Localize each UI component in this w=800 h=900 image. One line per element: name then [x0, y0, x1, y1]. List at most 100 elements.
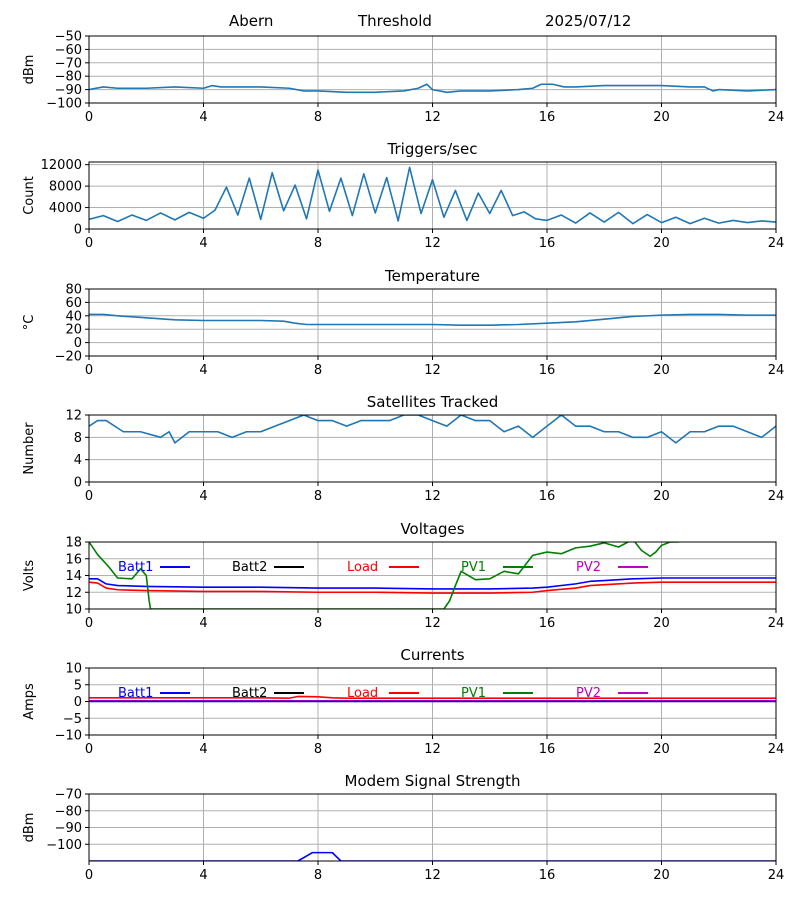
- y-tick-label: 10: [65, 603, 82, 618]
- x-tick-label: 4: [199, 110, 207, 125]
- panel-title: Modem Signal Strength: [345, 772, 521, 790]
- legend-label: PV2: [576, 560, 601, 575]
- y-tick-label: 0: [74, 336, 82, 351]
- x-tick-label: 0: [85, 110, 93, 125]
- x-tick-label: 12: [424, 110, 441, 125]
- x-tick-label: 12: [424, 363, 441, 378]
- legend-item-batt2: Batt2: [232, 686, 304, 701]
- panel-satellites: 0 4 8 12 16 20 24 0 4 8 12 Satellites Tracked Number: [22, 393, 784, 504]
- legend-item-load: Load: [347, 560, 419, 575]
- x-tick-label: 12: [424, 868, 441, 883]
- x-tick-label: 20: [653, 363, 670, 378]
- series-line-satellites: [89, 415, 776, 444]
- y-tick-label: 10: [65, 662, 82, 677]
- legend-label: Load: [347, 686, 378, 701]
- legend-item-batt1: Batt1: [118, 560, 190, 575]
- y-tick-label: 20: [65, 323, 82, 338]
- y-tick-label: 18: [65, 536, 82, 551]
- legend-label: PV2: [576, 686, 601, 701]
- y-axis-label: Number: [22, 422, 37, 475]
- y-tick-label: 0: [74, 695, 82, 710]
- x-tick-label: 0: [85, 363, 93, 378]
- legend-label: Batt2: [232, 560, 267, 575]
- x-tick-label: 4: [199, 489, 207, 504]
- y-tick-label: −70: [55, 788, 82, 803]
- legend-label: PV1: [461, 686, 486, 701]
- panel-title: Satellites Tracked: [367, 393, 498, 411]
- chart-header: Abern Threshold 2025/07/12: [0, 12, 800, 32]
- series-line-batt1: [89, 577, 776, 590]
- x-tick-label: 24: [768, 110, 785, 125]
- x-tick-label: 8: [314, 742, 322, 757]
- y-axis-label: dBm: [22, 55, 37, 85]
- y-tick-label: −50: [55, 30, 82, 45]
- x-tick-label: 8: [314, 110, 322, 125]
- panel-threshold: 0 4 8 12 16 20 24 −100−90−80−70−60−50 dBm: [22, 30, 784, 126]
- y-tick-label: −10: [55, 729, 82, 744]
- x-tick-label: 24: [768, 616, 785, 631]
- x-tick-label: 8: [314, 363, 322, 378]
- y-tick-label: 0: [74, 476, 82, 491]
- x-tick-label: 12: [424, 616, 441, 631]
- x-tick-label: 16: [539, 868, 556, 883]
- x-tick-label: 0: [85, 742, 93, 757]
- y-axis-label: Volts: [22, 560, 37, 592]
- x-tick-label: 8: [314, 489, 322, 504]
- legend-item-pv2: PV2: [576, 686, 648, 701]
- legend-label: Batt2: [232, 686, 267, 701]
- series-line-pv1: [89, 542, 679, 609]
- series-line-load: [89, 695, 776, 699]
- y-tick-label: 40: [65, 309, 82, 324]
- y-tick-label: 12000: [41, 158, 82, 173]
- x-tick-label: 12: [424, 742, 441, 757]
- legend-item-pv1: PV1: [461, 686, 533, 701]
- x-tick-label: 16: [539, 110, 556, 125]
- panel-title: Temperature: [384, 267, 480, 285]
- legend-item-batt1: Batt1: [118, 686, 190, 701]
- y-tick-label: 14: [65, 569, 82, 584]
- legend-item-pv1: PV1: [461, 560, 533, 575]
- x-tick-label: 16: [539, 236, 556, 251]
- panel-title: Voltages: [400, 520, 464, 538]
- y-tick-label: 4: [74, 453, 82, 468]
- legend-label: Batt1: [118, 560, 153, 575]
- y-axis-label: °C: [22, 315, 37, 331]
- series-line-threshold: [89, 83, 776, 94]
- y-axis-label: dBm: [22, 813, 37, 843]
- y-tick-label: 8: [74, 431, 82, 446]
- y-tick-label: 60: [65, 296, 82, 311]
- y-tick-label: −60: [55, 43, 82, 58]
- x-tick-label: 4: [199, 616, 207, 631]
- x-tick-label: 20: [653, 742, 670, 757]
- x-tick-label: 8: [314, 236, 322, 251]
- y-tick-label: 5: [74, 678, 82, 693]
- y-tick-label: −90: [55, 821, 82, 836]
- x-tick-label: 24: [768, 868, 785, 883]
- x-tick-label: 16: [539, 363, 556, 378]
- y-tick-label: −100: [46, 838, 82, 853]
- x-tick-label: 24: [768, 742, 785, 757]
- legend-item-load: Load: [347, 686, 419, 701]
- series-line-triggers: [89, 166, 776, 225]
- y-tick-label: −5: [63, 712, 82, 727]
- x-tick-label: 24: [768, 363, 785, 378]
- panel-triggers: 0 4 8 12 16 20 24 0 4000 8000 12000 Triggers/sec Cou…: [22, 140, 784, 251]
- x-tick-label: 20: [653, 868, 670, 883]
- mode-label: Threshold: [358, 12, 432, 30]
- x-tick-label: 12: [424, 489, 441, 504]
- panel-modem: 0 4 8 12 16 20 24 −100 −90 −80−70 Modem Signal Str…: [22, 772, 784, 883]
- legend-item-batt2: Batt2: [232, 560, 304, 575]
- series-line-modem: [89, 851, 776, 861]
- y-axis-label: Count: [22, 176, 37, 215]
- legend-label: Batt1: [118, 686, 153, 701]
- y-tick-label: 80: [65, 283, 82, 298]
- x-tick-label: 20: [653, 110, 670, 125]
- date-label: 2025/07/12: [545, 12, 632, 30]
- x-tick-label: 0: [85, 868, 93, 883]
- series-line-temperature: [89, 313, 776, 326]
- y-tick-label: −90: [55, 83, 82, 98]
- y-tick-label: 16: [65, 552, 82, 567]
